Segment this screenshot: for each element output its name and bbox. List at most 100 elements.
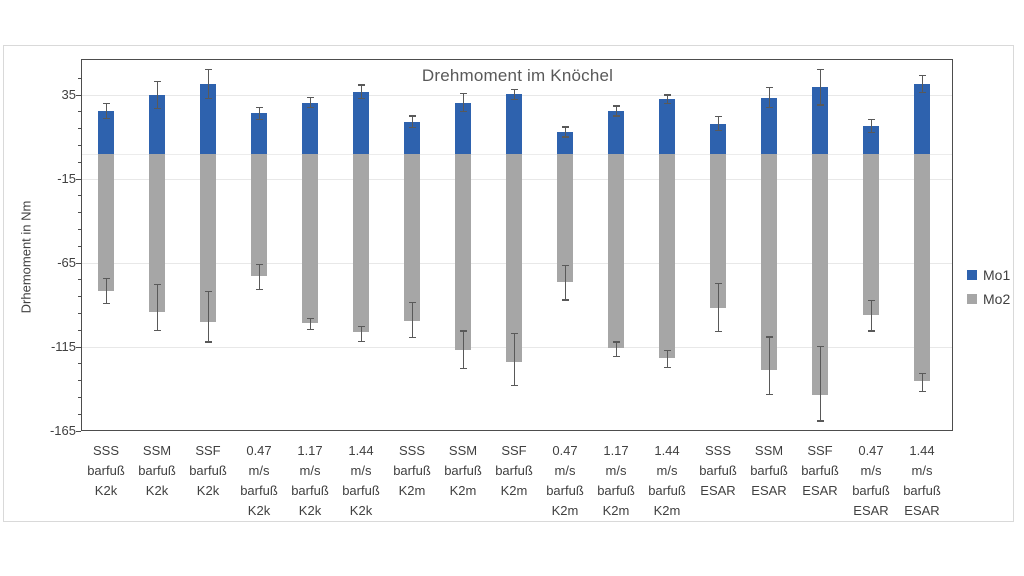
error-bar-cap [867,300,875,302]
category-label-line: 1.44 [654,443,680,458]
error-bar-cap [306,96,314,99]
error-bar-cap [561,136,569,138]
y-axis-tick [75,94,81,96]
error-bar-cap [612,105,620,107]
category-label-line: barfuß [240,483,278,498]
category-label-line: 1.17 [297,443,323,458]
mo1-bar [914,84,930,154]
error-bar-cap [510,332,518,335]
category-label-line: SSM [754,443,784,458]
error-bar-cap [408,127,416,129]
error-bar-cap [918,91,926,94]
y-axis-tick [77,279,81,281]
category-label-line: barfuß [189,463,227,478]
error-bar [105,278,107,304]
error-bar [564,126,566,137]
error-bar-cap [612,355,620,357]
error-bar-cap [867,118,875,120]
error-bar-cap [153,284,161,286]
y-axis-tick [77,77,81,79]
error-bar [870,300,872,332]
category-label-line: barfuß [495,463,533,478]
error-bar [513,333,515,386]
error-bar [462,331,464,369]
category-label-line: SSS [92,443,119,458]
category-label-line: barfuß [291,483,329,498]
legend-item-mo2: Mo2 [967,291,1010,307]
mo1-bar [404,121,420,154]
error-bar-cap [357,84,365,86]
category-label-line: K2k [247,503,271,518]
category-label-line: ESAR [700,483,736,498]
mo1-bar [761,97,777,154]
y-tick-label: -115 [50,339,76,354]
category-label: 1.44 m/s barfuß K2m [642,441,693,521]
error-bar-cap [204,290,212,293]
error-bar [360,84,362,99]
category-label-line: barfuß [750,463,788,478]
category-label-line: SSF [195,443,221,458]
error-bar-cap [357,97,365,99]
category-label-line: SSS [704,443,731,458]
error-bar-cap [459,330,467,332]
mo2-bar [98,153,114,291]
y-axis-tick [77,363,81,365]
error-bar-cap [153,80,161,83]
category-label-line: K2k [298,503,322,518]
legend-label-mo1: Mo1 [983,267,1011,283]
error-bar-cap [765,394,773,396]
category-label: 0.47 m/s barfuß K2k [234,441,285,521]
category-label-line: m/s [248,463,270,478]
error-bar [156,284,158,331]
category-label-line: barfuß [801,463,839,478]
category-label-line: ESAR [802,483,838,498]
error-bar-cap [918,373,926,375]
category-label: SSF barfuß ESAR [795,441,846,501]
chart-outer-border [3,45,1014,522]
error-bar-cap [765,107,773,109]
y-axis-tick [77,329,81,331]
category-label-line: barfuß [444,463,482,478]
mo2-bar [302,153,318,323]
legend-label-mo2: Mo2 [983,291,1011,307]
mo1-bar [455,102,471,154]
y-axis-tick [77,380,81,382]
legend-swatch-mo1 [967,270,977,280]
category-label-line: SSF [501,443,527,458]
error-bar-cap [459,92,467,94]
y-tick-label: -15 [57,171,76,186]
category-label-line: barfuß [852,483,890,498]
error-bar [411,302,413,338]
error-bar-cap [663,94,671,96]
category-label-line: barfuß [87,463,125,478]
y-axis-tick [77,312,81,314]
category-label-line: barfuß [393,463,431,478]
error-bar [564,265,566,300]
error-bar [921,75,923,93]
error-bar-cap [408,115,416,117]
mo2-bar [404,153,420,321]
mo1-bar [251,113,267,154]
error-bar [615,341,617,357]
category-label: SSM barfuß K2k [132,441,183,501]
error-bar-cap [765,336,773,338]
mo2-bar [659,153,675,358]
mo1-bar [863,126,879,154]
error-bar [870,119,872,133]
category-label-line: ESAR [904,503,940,518]
category-label-line: 0.47 [246,443,272,458]
error-bar-cap [204,97,212,99]
error-bar-cap [255,264,263,266]
error-bar-cap [153,107,161,110]
error-bar-cap [510,88,518,90]
error-bar-cap [714,282,722,284]
y-axis-tick [75,178,81,180]
mo2-bar [353,153,369,332]
error-bar-cap [204,341,212,343]
category-label: 1.17 m/s barfuß K2m [591,441,642,521]
category-label-line: barfuß [648,483,686,498]
y-axis-tick [77,245,81,247]
error-bar [717,116,719,131]
y-axis-title: Drhemoment in Nm [18,200,34,314]
mo1-bar [710,123,726,154]
